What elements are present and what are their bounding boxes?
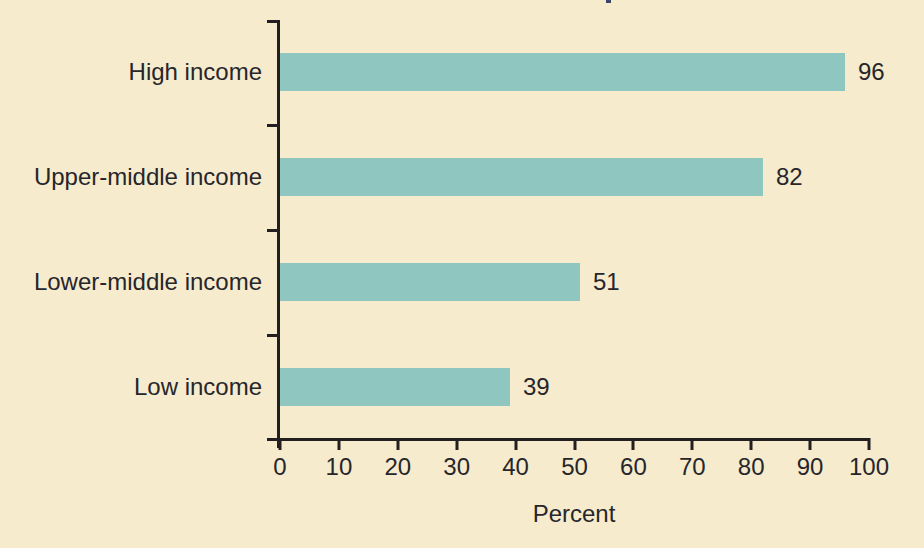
x-tick-label: 30 — [443, 453, 470, 481]
x-axis-tick — [691, 438, 694, 450]
bar-row: High income 96 — [0, 53, 924, 91]
x-axis-tick — [750, 438, 753, 450]
category-label: High income — [0, 53, 262, 91]
bar-row: Low income 39 — [0, 368, 924, 406]
y-axis-tick — [267, 20, 280, 23]
category-label: Lower-middle income — [0, 263, 262, 301]
x-tick-label: 80 — [738, 453, 765, 481]
x-tick-label: 70 — [679, 453, 706, 481]
x-tick-label: 40 — [502, 453, 529, 481]
bar — [280, 158, 763, 196]
x-axis-tick — [632, 438, 635, 450]
bar-row: Lower-middle income 51 — [0, 263, 924, 301]
x-axis-tick — [279, 438, 282, 450]
x-tick-label: 90 — [797, 453, 824, 481]
x-axis-tick — [396, 438, 399, 450]
y-axis-tick — [267, 124, 280, 127]
bar — [280, 53, 845, 91]
bar-value-label: 39 — [523, 368, 550, 406]
x-axis-line — [267, 438, 870, 441]
x-axis-title: Percent — [533, 500, 616, 528]
x-axis-tick — [573, 438, 576, 450]
bar — [280, 263, 580, 301]
bar — [280, 368, 510, 406]
x-tick-label: 60 — [620, 453, 647, 481]
bar-value-label: 82 — [776, 158, 803, 196]
x-tick-label: 50 — [561, 453, 588, 481]
x-axis-tick — [514, 438, 517, 450]
x-tick-label: 0 — [273, 453, 286, 481]
cropped-title-remnant — [606, 0, 611, 3]
x-tick-label: 10 — [326, 453, 353, 481]
x-axis-tick — [868, 438, 871, 450]
y-axis-tick — [267, 334, 280, 337]
x-tick-label: 100 — [849, 453, 889, 481]
bar-row: Upper-middle income 82 — [0, 158, 924, 196]
bar-value-label: 51 — [593, 263, 620, 301]
bar-value-label: 96 — [858, 53, 885, 91]
category-label: Low income — [0, 368, 262, 406]
bar-chart: High income 96 Upper-middle income 82 Lo… — [0, 0, 924, 548]
category-label: Upper-middle income — [0, 158, 262, 196]
y-axis-tick — [267, 229, 280, 232]
x-tick-label: 20 — [384, 453, 411, 481]
x-axis-tick — [337, 438, 340, 450]
x-axis-tick — [809, 438, 812, 450]
x-axis-tick — [455, 438, 458, 450]
